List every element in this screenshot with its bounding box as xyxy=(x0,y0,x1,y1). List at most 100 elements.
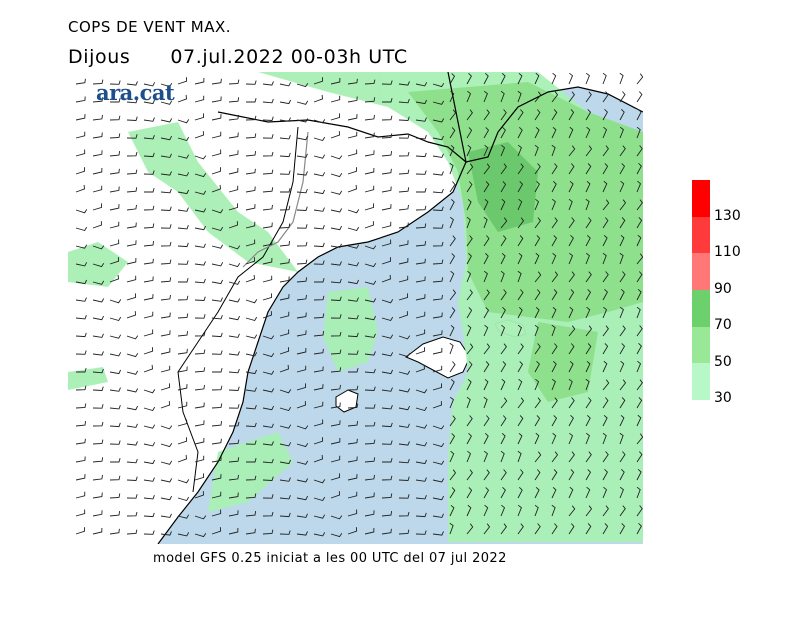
wind-barb xyxy=(364,315,377,321)
wind-barb xyxy=(228,221,238,229)
wind-barb xyxy=(313,295,325,301)
wind-barb xyxy=(160,100,173,105)
wind-barb xyxy=(534,378,540,391)
wind-barb xyxy=(551,415,558,427)
wind-barb xyxy=(279,495,291,500)
wind-barb xyxy=(381,528,392,535)
wind-barb xyxy=(602,217,609,229)
wind-barb xyxy=(636,522,642,535)
wind-barb xyxy=(126,222,137,229)
wind-barb xyxy=(534,504,539,517)
wind-barb xyxy=(636,397,643,409)
wind-barb xyxy=(517,109,524,121)
wind-barb xyxy=(177,313,189,319)
wind-barb xyxy=(398,388,411,393)
wind-barb xyxy=(228,421,240,427)
wind-barb xyxy=(398,529,410,535)
wind-barb xyxy=(92,280,105,285)
wind-barb xyxy=(449,109,457,121)
wind-barb xyxy=(330,131,340,139)
wind-barb xyxy=(109,204,120,211)
wind-barb xyxy=(228,333,240,338)
wind-barb xyxy=(500,109,507,121)
wind-barb xyxy=(347,226,360,232)
wind-barb xyxy=(517,289,524,301)
wind-barb xyxy=(619,72,624,85)
wind-barb xyxy=(364,351,376,356)
border-france-spain xyxy=(217,111,467,163)
wind-barb xyxy=(364,245,377,250)
wind-barb xyxy=(619,523,626,535)
wind-barb xyxy=(517,450,522,463)
wind-barb xyxy=(466,523,474,535)
model-info: model GFS 0.25 iniciat a les 00 UTC del … xyxy=(153,551,507,566)
wind-barb xyxy=(347,209,360,214)
wind-barb xyxy=(313,119,326,124)
wind-barb xyxy=(636,253,643,265)
wind-barb xyxy=(483,469,490,481)
wind-barb xyxy=(160,277,172,283)
wind-barb xyxy=(449,90,455,103)
wind-barb xyxy=(126,388,139,393)
wind-barb xyxy=(313,532,326,537)
wind-barb xyxy=(347,509,358,517)
wind-barb xyxy=(211,297,223,302)
wind-barb xyxy=(517,198,523,211)
wind-barb xyxy=(534,523,541,535)
wind-barb xyxy=(432,188,444,194)
wind-barb xyxy=(364,203,375,211)
wind-barb xyxy=(194,77,205,85)
wind-barb xyxy=(314,277,325,283)
wind-barb xyxy=(602,523,609,535)
wind-barb xyxy=(568,505,576,517)
wind-barb xyxy=(466,415,473,427)
wind-barb xyxy=(143,424,156,429)
wind-barb xyxy=(330,367,342,373)
wind-barb xyxy=(500,235,507,247)
wind-barb xyxy=(75,474,86,481)
wind-barb xyxy=(551,198,556,211)
wind-barb xyxy=(551,235,558,247)
wind-barb xyxy=(177,496,190,502)
wind-barb xyxy=(245,299,258,304)
wind-barb xyxy=(364,404,376,409)
wind-barb xyxy=(211,438,222,445)
wind-barb xyxy=(160,495,173,501)
gust-legend xyxy=(692,180,710,400)
wind-barb xyxy=(602,288,608,301)
wind-barb xyxy=(143,512,155,518)
wind-barb xyxy=(92,404,104,409)
wind-barb xyxy=(415,99,428,105)
wind-barb xyxy=(194,278,206,284)
legend-label-130: 130 xyxy=(714,208,741,224)
wind-barb xyxy=(415,329,426,337)
wind-barb xyxy=(483,289,490,301)
wind-barb xyxy=(211,527,222,535)
wind-barb xyxy=(398,423,410,428)
wind-barb xyxy=(109,239,120,247)
wind-barb xyxy=(483,415,490,427)
wind-barb xyxy=(160,443,173,448)
wind-barb xyxy=(279,258,290,265)
wind-barb xyxy=(466,487,473,499)
wind-barb xyxy=(160,531,172,536)
wind-barb xyxy=(619,343,626,355)
wind-barb xyxy=(296,513,308,518)
wind-barb xyxy=(143,389,156,394)
wind-barb xyxy=(194,402,205,409)
wind-barb xyxy=(143,241,155,247)
wind-barb xyxy=(228,167,239,175)
wind-barb xyxy=(585,198,590,211)
wind-barb xyxy=(449,450,455,463)
wind-barb xyxy=(160,83,173,88)
wind-barb xyxy=(109,475,121,481)
wind-barb xyxy=(228,79,240,85)
wind-barb xyxy=(143,170,155,175)
wind-barb xyxy=(517,306,523,319)
wind-barb xyxy=(500,486,506,499)
wind-barb xyxy=(109,299,122,304)
wind-barb xyxy=(296,259,308,265)
wind-barb xyxy=(279,530,291,535)
wind-barb xyxy=(347,474,358,481)
wind-barb xyxy=(194,296,206,301)
